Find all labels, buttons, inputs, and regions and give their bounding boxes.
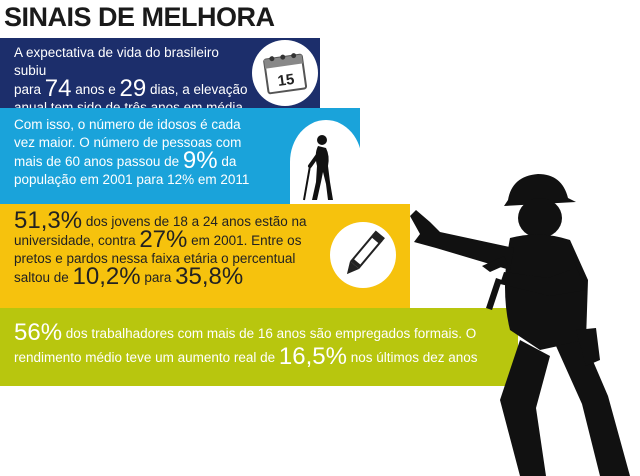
text-fragment: universidade, contra — [14, 233, 140, 248]
worker-silhouette — [410, 174, 630, 476]
text-fragment: dos trabalhadores com mais de 16 anos sã… — [62, 326, 477, 341]
highlight-number: 10,2% — [72, 263, 141, 290]
text-fragment: anos e — [71, 82, 120, 97]
calendar-icon-circle: 15 — [252, 40, 318, 106]
highlight-number: 9% — [182, 147, 218, 174]
highlight-number: 51,3% — [14, 207, 83, 234]
text-line: pretos e pardos nessa faixa etária o per… — [14, 251, 296, 266]
text-fragment: saltou de — [14, 270, 73, 285]
text-line: A expectativa de vida do brasileiro subi… — [14, 45, 219, 78]
text-line: vez maior. O número de pessoas com — [14, 135, 242, 150]
text-fragment: nos últimos dez anos — [346, 350, 478, 365]
life-expectancy-text: A expectativa de vida do brasileiro subi… — [14, 44, 254, 117]
highlight-number: 56% — [14, 319, 63, 346]
text-fragment: mais de 60 anos passou de — [14, 154, 183, 169]
elderly-icon-circle — [290, 120, 362, 204]
highlight-number: 74 — [44, 75, 72, 102]
pencil-icon-circle — [330, 222, 396, 288]
university-text: 51,3% dos jovens de 18 a 24 anos estão n… — [14, 209, 314, 290]
text-fragment: para — [14, 82, 45, 97]
text-fragment: para — [140, 270, 176, 285]
employment-band: 56% dos trabalhadores com mais de 16 ano… — [0, 308, 518, 386]
text-line: Com isso, o número de idosos é cada — [14, 117, 241, 132]
elderly-person-icon — [303, 135, 333, 201]
employment-text: 56% dos trabalhadores com mais de 16 ano… — [14, 319, 514, 370]
highlight-number: 29 — [119, 75, 147, 102]
text-fragment: dias, a elevação — [146, 82, 248, 97]
text-fragment: da — [217, 154, 237, 169]
highlight-number: 16,5% — [278, 343, 347, 370]
calendar-icon: 15 — [263, 53, 308, 95]
highlight-number: 35,8% — [175, 263, 244, 290]
text-fragment: em 2001. Entre os — [187, 233, 302, 248]
elderly-text: Com isso, o número de idosos é cada vez … — [14, 116, 254, 189]
text-fragment: dos jovens de 18 a 24 anos estão na — [82, 214, 307, 229]
pencil-icon — [346, 230, 385, 275]
calendar-day: 15 — [277, 71, 296, 90]
text-fragment: rendimento médio teve um aumento real de — [14, 350, 279, 365]
highlight-number: 27% — [139, 226, 188, 253]
page-title: SINAIS DE MELHORA — [4, 2, 275, 32]
text-line: população em 2001 para 12% em 2011 — [14, 172, 250, 187]
